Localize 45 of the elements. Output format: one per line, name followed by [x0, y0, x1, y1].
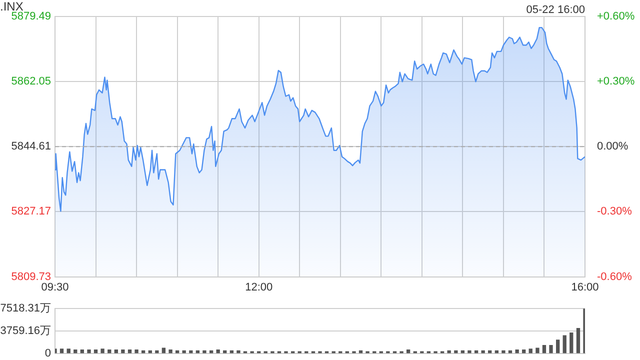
bar	[528, 348, 532, 354]
y2-tick-label: +0.60%	[597, 10, 635, 22]
y2-tick-label: -0.60%	[597, 270, 632, 283]
bar	[536, 348, 540, 354]
y-tick-label: 5862.05	[11, 76, 51, 88]
x-tick-label: 12:00	[245, 281, 273, 294]
bar	[454, 350, 458, 354]
y2-tick-label: -0.30%	[597, 206, 632, 218]
bar	[121, 349, 125, 354]
bar	[236, 350, 240, 354]
bar	[100, 348, 104, 354]
bar	[576, 328, 580, 354]
bar	[515, 349, 519, 354]
x-tick-label: 09:30	[41, 281, 69, 294]
bar	[562, 335, 566, 354]
bar	[162, 348, 166, 354]
bar	[542, 345, 546, 354]
bar	[60, 348, 64, 354]
bar	[155, 350, 159, 354]
bar	[66, 348, 70, 354]
bar	[87, 349, 91, 354]
y-tick-label: 5879.49	[11, 10, 51, 22]
bar	[216, 349, 220, 354]
y-tick-label: 7518.31万	[0, 302, 51, 315]
y-tick-label: 5809.73	[11, 270, 51, 283]
bar	[556, 340, 560, 354]
y2-tick-label: +0.30%	[597, 76, 635, 88]
bar	[570, 332, 574, 354]
bar	[134, 349, 138, 354]
y-tick-label: 5827.17	[11, 206, 51, 218]
y-tick-label: 0	[44, 347, 51, 360]
bar	[468, 350, 472, 354]
bar	[447, 350, 451, 354]
x-tick-label: 16:00	[571, 281, 599, 294]
bar	[202, 350, 206, 354]
y2-tick-label: 0.00%	[597, 140, 628, 153]
bar	[189, 350, 193, 354]
bar	[182, 350, 186, 354]
bar	[168, 349, 172, 354]
bar	[549, 345, 553, 354]
y-tick-label: 5844.61	[11, 140, 51, 153]
text: 05-22 16:00	[526, 4, 585, 16]
bar	[502, 350, 506, 354]
y-tick-label: 3759.16万	[0, 325, 51, 338]
bar	[481, 350, 485, 354]
